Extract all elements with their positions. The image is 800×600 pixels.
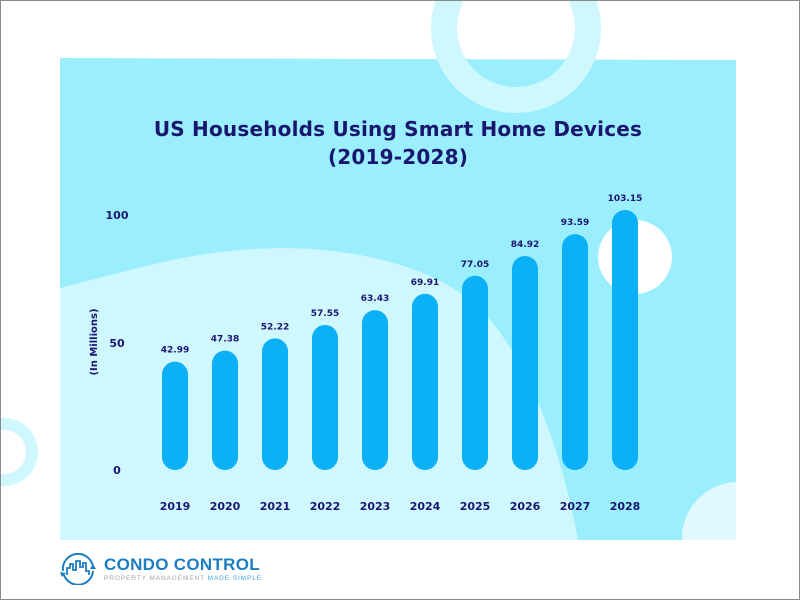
value-label-2022: 57.55 bbox=[311, 309, 339, 319]
bar-2026 bbox=[512, 255, 538, 470]
y-tick-50: 50 bbox=[109, 337, 125, 350]
bar-2027 bbox=[562, 234, 588, 470]
bar-2028 bbox=[612, 210, 638, 470]
x-tick-2025: 2025 bbox=[460, 500, 491, 513]
logo-tagline: PROPERTY MANAGEMENT MADE SIMPLE bbox=[104, 574, 262, 583]
value-label-2023: 63.43 bbox=[361, 294, 389, 304]
value-label-2026: 84.92 bbox=[511, 240, 539, 250]
value-label-2021: 52.22 bbox=[261, 322, 289, 332]
value-label-2019: 42.99 bbox=[161, 346, 189, 356]
chart-title: US Households Using Smart Home Devices bbox=[153, 117, 643, 141]
logo-tagline-part2: MADE SIMPLE bbox=[207, 574, 262, 582]
bar-2023 bbox=[362, 310, 388, 470]
x-tick-2019: 2019 bbox=[160, 500, 191, 513]
y-tick-100: 100 bbox=[106, 209, 129, 222]
y-tick-0: 0 bbox=[113, 464, 121, 477]
bar-2022 bbox=[312, 324, 338, 470]
logo-tagline-part1: PROPERTY MANAGEMENT bbox=[104, 574, 205, 582]
value-label-2028: 103.15 bbox=[608, 194, 643, 204]
value-label-2027: 93.59 bbox=[561, 218, 589, 228]
decor-ring-left bbox=[0, 418, 38, 486]
city-skyline-cycle-icon bbox=[60, 553, 96, 585]
x-tick-2027: 2027 bbox=[560, 500, 591, 513]
bar-2019 bbox=[162, 361, 188, 470]
chart-subtitle: (2019-2028) bbox=[327, 145, 469, 169]
x-tick-2022: 2022 bbox=[310, 500, 341, 513]
bar-2021 bbox=[262, 338, 288, 470]
x-tick-2028: 2028 bbox=[610, 500, 641, 513]
condo-control-logo[interactable]: CONDO CONTROL PROPERTY MANAGEMENT MADE S… bbox=[58, 553, 262, 585]
x-tick-2026: 2026 bbox=[510, 500, 541, 513]
x-tick-2020: 2020 bbox=[210, 500, 241, 513]
bar-2020 bbox=[212, 350, 238, 470]
y-axis-label: (In Millions) bbox=[89, 308, 100, 375]
decor-ring-top-overlap bbox=[431, 27, 601, 113]
decor-circle-bottom-right bbox=[681, 482, 736, 540]
bar-2024 bbox=[412, 293, 438, 470]
value-label-2024: 69.91 bbox=[411, 278, 439, 288]
bar-2025 bbox=[462, 275, 488, 470]
value-label-2025: 77.05 bbox=[461, 260, 489, 270]
x-tick-2023: 2023 bbox=[360, 500, 391, 513]
x-tick-2024: 2024 bbox=[410, 500, 441, 513]
x-tick-2021: 2021 bbox=[260, 500, 291, 513]
value-label-2020: 47.38 bbox=[211, 335, 239, 345]
logo-name: CONDO CONTROL bbox=[104, 554, 260, 574]
